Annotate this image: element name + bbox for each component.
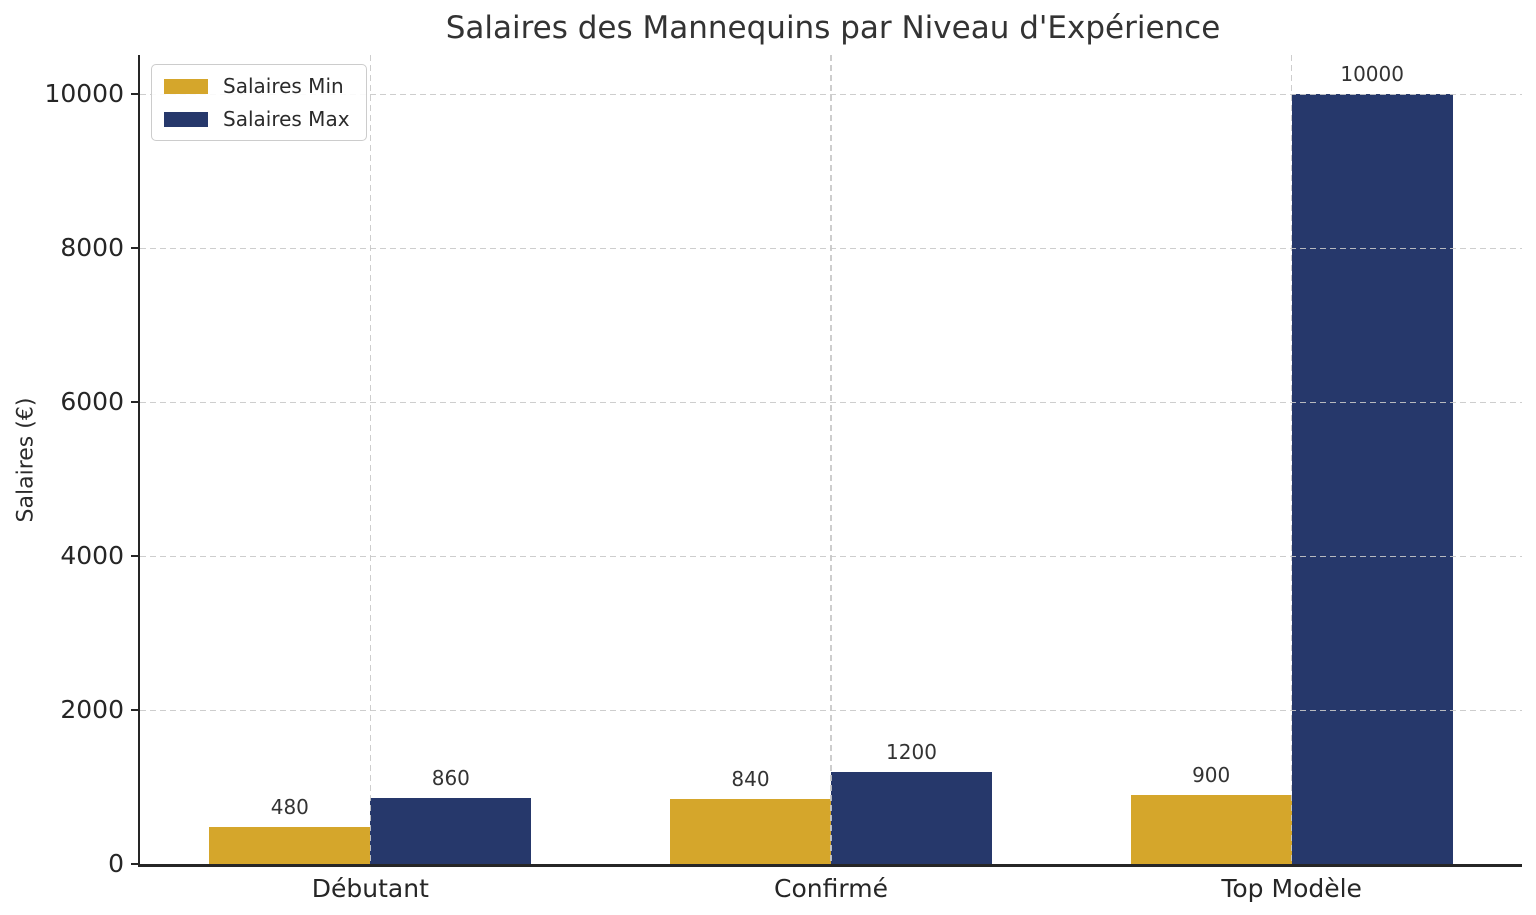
y-tick-label: 8000 bbox=[60, 232, 124, 262]
bar-salaires-max-0 bbox=[370, 797, 532, 864]
legend-swatch-icon bbox=[164, 78, 208, 94]
y-tick-label: 0 bbox=[108, 849, 124, 878]
y-tick-label: 2000 bbox=[60, 694, 124, 724]
legend-item: Salaires Max bbox=[164, 107, 350, 131]
bar-value-label: 10000 bbox=[1340, 61, 1404, 86]
legend-label: Salaires Min bbox=[223, 74, 344, 98]
bar-value-label: 1200 bbox=[886, 739, 937, 764]
chart-title: Salaires des Mannequins par Niveau d'Exp… bbox=[445, 10, 1221, 46]
x-tick-label-2: Top Modèle bbox=[1221, 874, 1362, 903]
y-tick-label: 6000 bbox=[60, 386, 124, 416]
bar-salaires-min-2 bbox=[1130, 794, 1292, 864]
y-tick-mark bbox=[131, 708, 139, 711]
y-tick-mark bbox=[131, 554, 139, 557]
bar-salaires-min-1 bbox=[670, 799, 831, 864]
bar-salaires-max-1 bbox=[831, 771, 992, 864]
vertical-gridline bbox=[1290, 55, 1293, 864]
bar-value-label: 900 bbox=[1192, 762, 1231, 787]
legend-item: Salaires Min bbox=[164, 74, 350, 98]
y-axis-spine bbox=[138, 55, 140, 866]
y-tick-mark bbox=[131, 400, 139, 403]
y-tick-label: 10000 bbox=[44, 78, 124, 108]
legend-label: Salaires Max bbox=[223, 107, 350, 131]
legend-swatch-icon bbox=[164, 111, 208, 127]
vertical-gridline bbox=[830, 55, 832, 864]
bar-salaires-max-2 bbox=[1291, 93, 1453, 864]
bar-salaires-min-0 bbox=[209, 827, 371, 864]
vertical-gridline bbox=[369, 55, 372, 864]
x-tick-label-0: Débutant bbox=[311, 874, 429, 903]
x-axis-spine bbox=[138, 864, 1522, 867]
y-tick-mark bbox=[131, 92, 139, 95]
bar-value-label: 840 bbox=[731, 767, 770, 792]
x-tick-label-1: Confirmé bbox=[774, 874, 888, 903]
y-tick-label: 4000 bbox=[60, 540, 124, 570]
bar-value-label: 480 bbox=[270, 795, 309, 820]
legend: Salaires Min Salaires Max bbox=[151, 64, 367, 141]
bar-value-label: 860 bbox=[431, 765, 470, 790]
y-tick-mark bbox=[131, 246, 139, 249]
y-tick-mark bbox=[131, 863, 139, 865]
